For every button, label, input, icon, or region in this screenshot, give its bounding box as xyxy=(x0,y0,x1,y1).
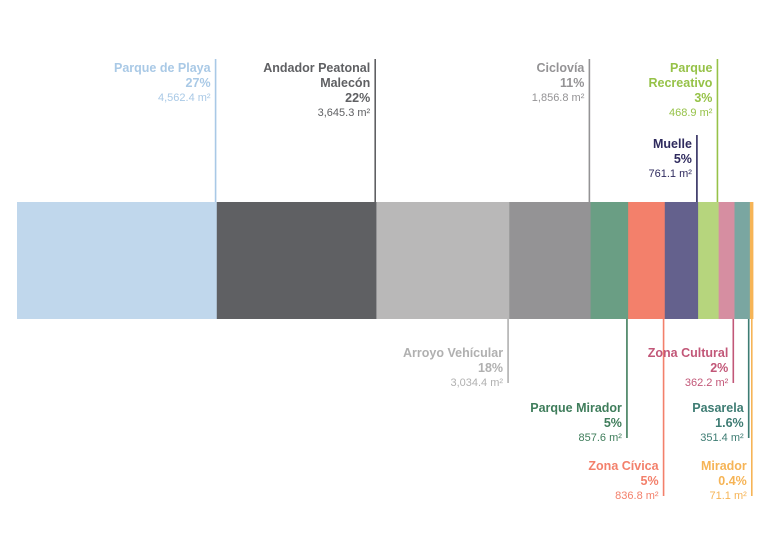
segment-area: 1,856.8 m² xyxy=(532,92,585,104)
segment-label: Mirador xyxy=(701,459,747,473)
segment-percent: 2% xyxy=(710,361,728,375)
segment-percent: 1.6% xyxy=(715,416,744,430)
bar-segment xyxy=(698,202,720,319)
segment-label: Pasarela xyxy=(692,401,744,415)
bar-segment xyxy=(664,202,699,319)
segment-percent: 18% xyxy=(478,361,503,375)
bar-segment xyxy=(216,202,377,319)
segment-percent: 3% xyxy=(694,91,712,105)
segment-label: Zona Cívica xyxy=(588,459,659,473)
segment-percent: 0.4% xyxy=(718,474,747,488)
segment-area: 71.1 m² xyxy=(710,490,748,502)
segment-area: 468.9 m² xyxy=(669,107,713,119)
bar-segment xyxy=(590,202,629,319)
segment-area: 4,562.4 m² xyxy=(158,92,211,104)
segment-label: Recreativo xyxy=(649,76,713,90)
segment-area: 857.6 m² xyxy=(579,432,623,444)
bar-segment xyxy=(628,202,666,319)
segment-label: Malecón xyxy=(320,76,370,90)
bar-segment xyxy=(718,202,735,319)
segment-area: 836.8 m² xyxy=(615,490,659,502)
segment-area: 351.4 m² xyxy=(700,432,744,444)
bar-segment xyxy=(734,202,751,319)
segment-label: Arroyo Vehícular xyxy=(403,346,503,360)
segment-label: Parque xyxy=(670,61,712,75)
segment-percent: 27% xyxy=(186,76,211,90)
segment-area: 362.2 m² xyxy=(685,377,729,389)
segment-label: Muelle xyxy=(653,137,692,151)
segment-area: 761.1 m² xyxy=(648,168,692,180)
bar-segment xyxy=(749,202,754,319)
bar-segment xyxy=(17,202,218,319)
bar-segment xyxy=(376,202,510,319)
bar-segment xyxy=(509,202,591,319)
segment-area: 3,034.4 m² xyxy=(450,377,503,389)
segment-percent: 5% xyxy=(641,474,659,488)
segment-percent: 5% xyxy=(604,416,622,430)
segment-label: Andador Peatonal xyxy=(263,61,370,75)
segment-label: Parque de Playa xyxy=(114,61,212,75)
segment-area: 3,645.3 m² xyxy=(318,107,371,119)
segment-label: Zona Cultural xyxy=(648,346,729,360)
segment-percent: 5% xyxy=(674,152,692,166)
segment-label: Parque Mirador xyxy=(530,401,622,415)
segment-percent: 22% xyxy=(345,91,370,105)
segment-percent: 11% xyxy=(560,76,584,90)
segment-label: Ciclovía xyxy=(536,61,585,75)
